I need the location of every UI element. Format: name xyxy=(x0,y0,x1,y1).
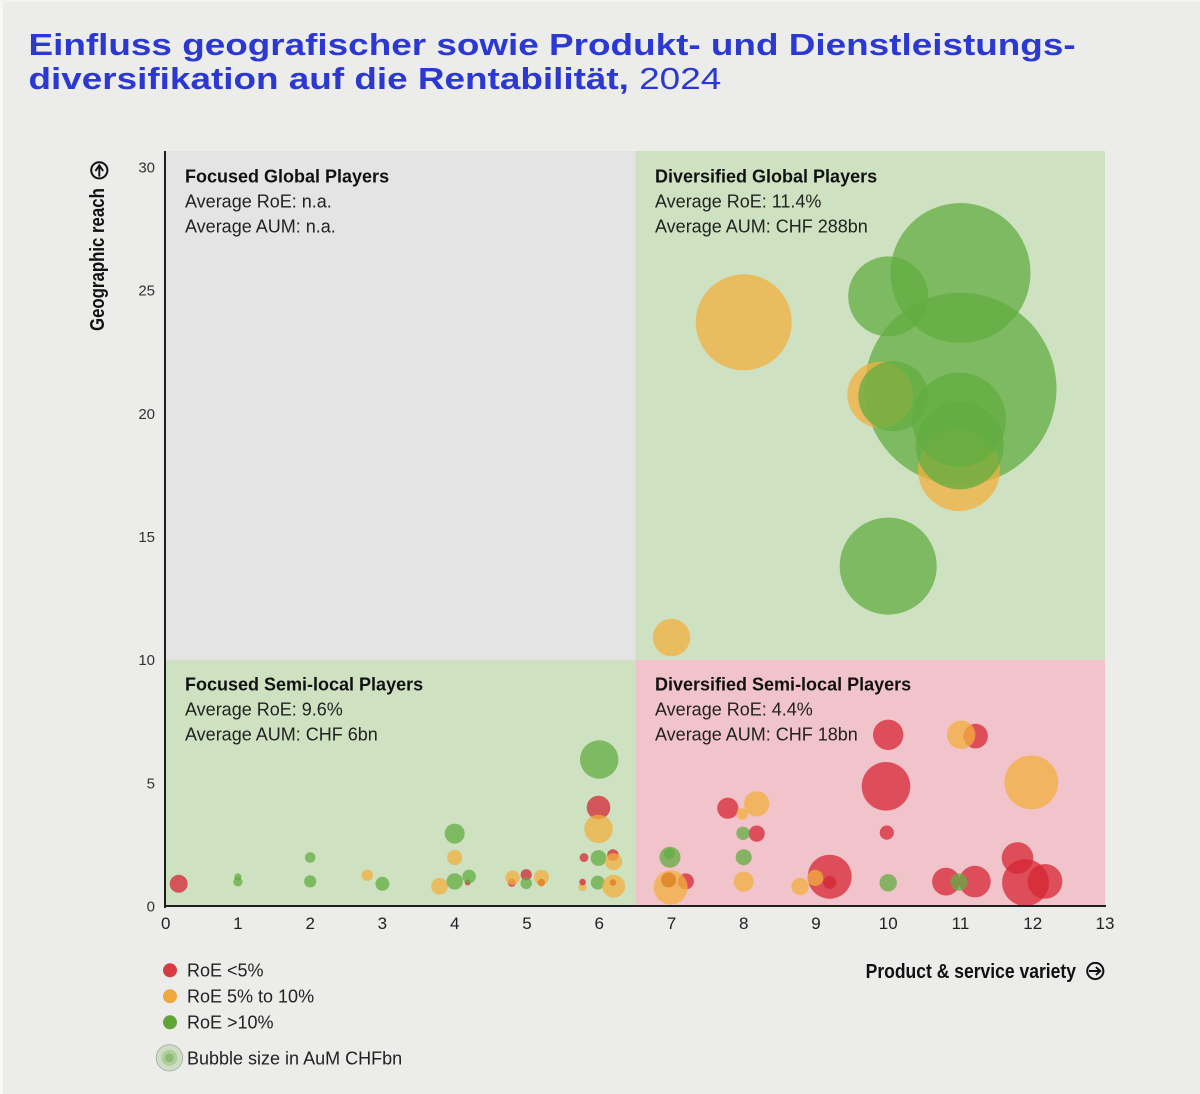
svg-text:Focused Global Players: Focused Global Players xyxy=(185,167,389,187)
svg-text:Average AUM: CHF 18bn: Average AUM: CHF 18bn xyxy=(655,725,858,745)
svg-text:9: 9 xyxy=(811,914,820,933)
svg-text:20: 20 xyxy=(138,406,155,423)
svg-text:Average AUM: n.a.: Average AUM: n.a. xyxy=(185,217,336,237)
svg-text:Average RoE: 9.6%: Average RoE: 9.6% xyxy=(185,700,343,720)
svg-text:11: 11 xyxy=(952,914,970,933)
svg-text:8: 8 xyxy=(739,914,748,933)
svg-text:10: 10 xyxy=(879,914,898,933)
svg-text:2: 2 xyxy=(305,914,314,933)
svg-text:0: 0 xyxy=(147,899,155,916)
svg-text:Geographic reach: Geographic reach xyxy=(85,188,108,331)
svg-text:RoE >10%: RoE >10% xyxy=(187,1013,274,1033)
svg-text:5: 5 xyxy=(147,775,155,792)
svg-text:Diversified Global Players: Diversified Global Players xyxy=(655,167,877,187)
svg-text:4: 4 xyxy=(450,914,459,933)
svg-text:RoE <5%: RoE <5% xyxy=(187,961,264,981)
svg-text:Average RoE: 11.4%: Average RoE: 11.4% xyxy=(655,192,821,212)
svg-text:12: 12 xyxy=(1023,914,1042,933)
svg-text:Diversified Semi-local Players: Diversified Semi-local Players xyxy=(655,675,911,695)
svg-text:3: 3 xyxy=(378,914,387,933)
svg-text:Average RoE: n.a.: Average RoE: n.a. xyxy=(185,192,332,212)
svg-text:diversifikation auf die Rentab: diversifikation auf die Rentabilität, 20… xyxy=(29,62,722,97)
svg-text:1: 1 xyxy=(233,914,242,933)
svg-text:Average AUM: CHF 6bn: Average AUM: CHF 6bn xyxy=(185,725,378,745)
svg-text:6: 6 xyxy=(594,914,603,933)
svg-text:RoE 5% to 10%: RoE 5% to 10% xyxy=(187,987,314,1007)
svg-text:7: 7 xyxy=(667,914,676,933)
svg-text:Product & service variety: Product & service variety xyxy=(866,961,1077,984)
svg-text:25: 25 xyxy=(138,283,155,300)
svg-text:Average AUM: CHF 288bn: Average AUM: CHF 288bn xyxy=(655,217,868,237)
svg-text:30: 30 xyxy=(138,160,155,177)
svg-text:0: 0 xyxy=(161,914,170,933)
svg-text:13: 13 xyxy=(1096,914,1115,933)
svg-text:10: 10 xyxy=(138,652,155,669)
svg-text:Average RoE: 4.4%: Average RoE: 4.4% xyxy=(655,700,813,720)
svg-text:Bubble size in AuM CHFbn: Bubble size in AuM CHFbn xyxy=(187,1049,402,1069)
svg-text:15: 15 xyxy=(138,529,155,546)
svg-text:5: 5 xyxy=(522,914,531,933)
svg-text:Einfluss geografischer sowie P: Einfluss geografischer sowie Produkt- un… xyxy=(29,28,1076,63)
svg-text:Focused Semi-local Players: Focused Semi-local Players xyxy=(185,675,423,695)
